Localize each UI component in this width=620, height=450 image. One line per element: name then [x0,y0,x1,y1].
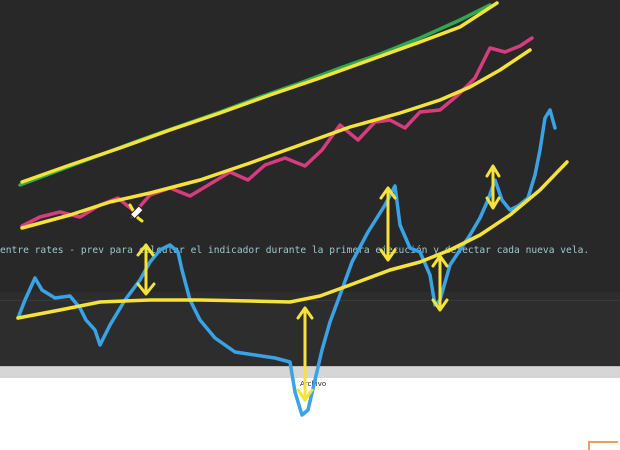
code-editor[interactable]: entre rates - prev para calcular el indi… [0,0,620,366]
editor-lower-band [0,292,620,366]
corner-window-frame [588,441,618,450]
editor-divider [0,300,620,301]
tab-archivo[interactable]: Archivo [300,380,327,388]
code-line[interactable]: entre rates - prev para calcular el indi… [0,245,590,256]
